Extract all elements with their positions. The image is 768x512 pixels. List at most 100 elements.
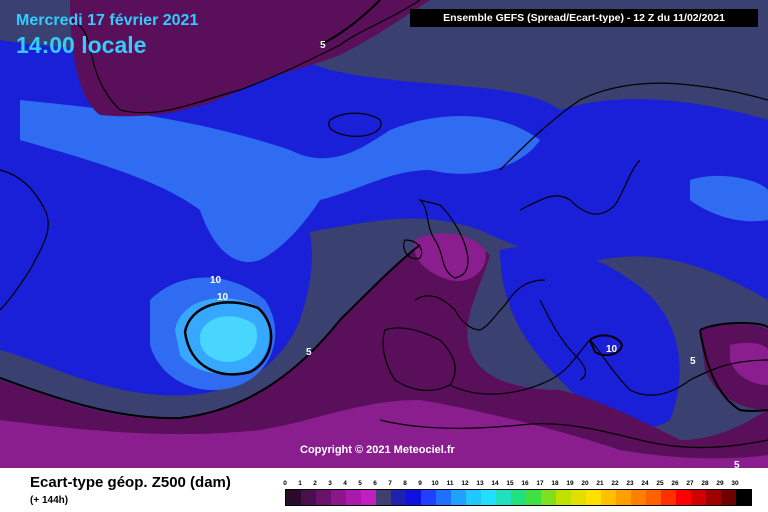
- contour-label: 5: [734, 460, 740, 468]
- coastline-iceland: [328, 112, 382, 137]
- color-scale-tick: 8: [403, 480, 407, 487]
- magenta-zone-south: [0, 400, 768, 468]
- coastline-italy: [539, 299, 587, 381]
- color-scale-swatch: [511, 490, 526, 505]
- color-scale-swatch: [661, 490, 676, 505]
- coastline-north-africa: [379, 419, 768, 449]
- color-scale-tick: 25: [656, 480, 664, 487]
- color-scale-tick: 23: [626, 480, 634, 487]
- color-scale-swatch: [736, 490, 751, 505]
- color-scale-swatch: [706, 490, 721, 505]
- model-run-info: Ensemble GEFS (Spread/Ecart-type) - 12 Z…: [410, 9, 758, 27]
- color-scale-tick: 29: [716, 480, 724, 487]
- contour-5-south: [0, 244, 421, 420]
- color-scale-swatch: [481, 490, 496, 505]
- color-scale-tick: 26: [671, 480, 679, 487]
- color-scale-tick: 11: [446, 480, 454, 487]
- color-scale-swatch: [616, 490, 631, 505]
- color-scale-tick: 3: [328, 480, 332, 487]
- color-scale-swatch: [436, 490, 451, 505]
- color-scale-swatch: [406, 490, 421, 505]
- blue-zone-balkans: [500, 246, 680, 429]
- contour-label: 10: [210, 275, 222, 286]
- coastline-britain: [403, 198, 469, 279]
- purple-zone-greenland: [70, 0, 430, 117]
- forecast-time: 14:00 locale: [16, 32, 147, 58]
- color-scale-tick: 12: [461, 480, 469, 487]
- color-scale-tick: 24: [641, 480, 649, 487]
- contour-label: 10: [606, 344, 618, 355]
- color-scale-tick: 10: [431, 480, 439, 487]
- coastline-scandinavia: [499, 82, 768, 215]
- color-scale-tick: 16: [521, 480, 529, 487]
- color-scale-tick: 18: [551, 480, 559, 487]
- color-scale-swatch: [451, 490, 466, 505]
- color-scale-tick: 14: [491, 480, 499, 487]
- forecast-lead-time: (+ 144h): [30, 495, 69, 506]
- legend-title: Ecart-type géop. Z500 (dam): [30, 474, 231, 491]
- color-scale-swatch: [391, 490, 406, 505]
- color-scale-swatch: [346, 490, 361, 505]
- color-scale: [285, 489, 752, 506]
- coastline-europe-west: [414, 279, 546, 331]
- color-scale-tick: 22: [611, 480, 619, 487]
- color-scale-tick: 7: [388, 480, 392, 487]
- color-scale-swatch: [646, 490, 661, 505]
- color-scale-swatch: [376, 490, 391, 505]
- copyright-notice: Copyright © 2021 Meteociel.fr: [300, 444, 455, 456]
- color-scale-swatch: [631, 490, 646, 505]
- color-scale-swatch: [571, 490, 586, 505]
- color-scale-swatch: [316, 490, 331, 505]
- color-scale-tick: 17: [536, 480, 544, 487]
- spread-map: 5 10 10 5 10 5 5: [0, 0, 768, 468]
- contour-label: 5: [306, 347, 312, 358]
- color-scale-swatch: [601, 490, 616, 505]
- contour-label: 5: [690, 356, 696, 367]
- color-scale-tick: 5: [358, 480, 362, 487]
- color-scale-swatch: [361, 490, 376, 505]
- magenta-zone-turkey: [730, 342, 768, 385]
- color-scale-tick: 19: [566, 480, 574, 487]
- coastline-mediterranean: [449, 339, 768, 396]
- spread-max-inner: [199, 316, 258, 362]
- color-scale-tick: 30: [731, 480, 739, 487]
- color-scale-tick: 20: [581, 480, 589, 487]
- color-scale-swatch: [676, 490, 691, 505]
- color-scale-swatch: [721, 490, 736, 505]
- color-scale-swatch: [286, 490, 301, 505]
- color-scale-tick: 21: [596, 480, 604, 487]
- color-scale-tick: 4: [343, 480, 347, 487]
- coastline-canada: [0, 169, 49, 311]
- bright-blue-zone-east: [690, 175, 768, 222]
- color-scale-ticks: 0 1 2 3 4 5 6 7 8 9 10 11 12 13 14 15 16 17 18 19 20 21 22 23 24…: [283, 480, 755, 488]
- contour-label: 10: [217, 292, 229, 303]
- color-scale-tick: 15: [506, 480, 514, 487]
- contour-10-atlantic: [183, 301, 273, 376]
- contour-label: 5: [320, 40, 326, 51]
- color-scale-tick: 9: [418, 480, 422, 487]
- forecast-date: Mercredi 17 février 2021: [16, 12, 199, 29]
- color-scale-swatch: [586, 490, 601, 505]
- color-scale-swatch: [541, 490, 556, 505]
- color-scale-swatch: [556, 490, 571, 505]
- color-scale-tick: 27: [686, 480, 694, 487]
- contour-5-north: [319, 0, 381, 46]
- color-scale-tick: 13: [476, 480, 484, 487]
- coastline-greenland: [69, 0, 421, 114]
- color-scale-swatch: [496, 490, 511, 505]
- color-scale-tick: 0: [283, 480, 287, 487]
- color-scale-swatch: [691, 490, 706, 505]
- color-scale-swatch: [421, 490, 436, 505]
- color-scale-tick: 6: [373, 480, 377, 487]
- color-scale-tick: 2: [313, 480, 317, 487]
- color-scale-swatch: [466, 490, 481, 505]
- color-scale-swatch: [331, 490, 346, 505]
- color-scale-swatch: [301, 490, 316, 505]
- color-scale-tick: 28: [701, 480, 709, 487]
- color-scale-tick: 1: [298, 480, 302, 487]
- purple-zone-britain: [414, 233, 486, 281]
- bright-blue-zone-north: [20, 100, 540, 262]
- color-scale-swatch: [526, 490, 541, 505]
- contour-5-turkey: [699, 322, 768, 412]
